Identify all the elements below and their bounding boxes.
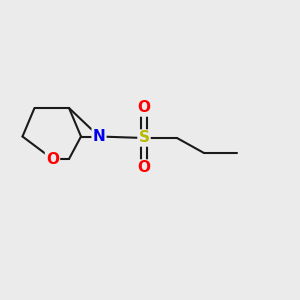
Text: S: S: [139, 130, 149, 146]
Text: O: O: [46, 152, 59, 166]
Text: O: O: [137, 160, 151, 175]
Text: O: O: [137, 100, 151, 116]
Text: N: N: [93, 129, 105, 144]
